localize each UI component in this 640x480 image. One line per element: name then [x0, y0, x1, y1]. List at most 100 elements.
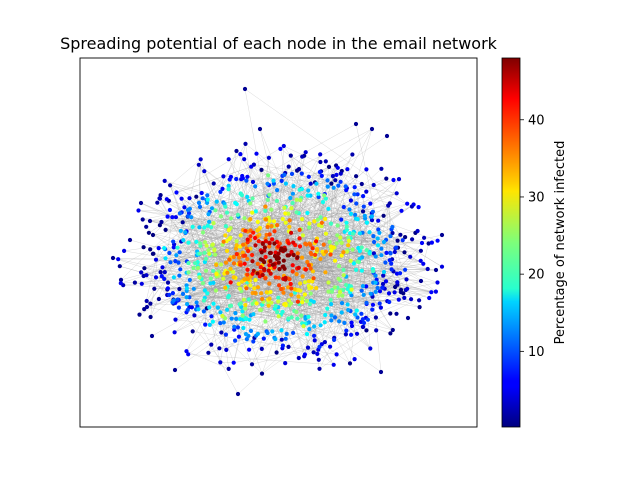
node	[392, 290, 397, 295]
node	[251, 230, 256, 235]
node	[258, 257, 263, 262]
node	[334, 352, 339, 357]
node	[307, 301, 312, 307]
node	[394, 245, 399, 250]
node	[365, 317, 370, 322]
node	[280, 216, 285, 222]
node	[258, 265, 263, 270]
node	[218, 310, 223, 315]
node	[350, 247, 355, 252]
node	[267, 218, 272, 224]
node	[237, 255, 242, 260]
node	[317, 344, 322, 349]
edge	[365, 299, 412, 318]
node	[198, 251, 203, 256]
edge	[248, 335, 263, 374]
node	[144, 273, 149, 278]
node	[218, 214, 223, 219]
node	[174, 190, 179, 195]
node	[398, 287, 404, 292]
edge	[248, 157, 270, 336]
node	[201, 298, 206, 303]
node	[359, 288, 364, 293]
node	[234, 176, 239, 182]
node	[275, 188, 280, 193]
node	[116, 257, 121, 262]
edge	[310, 252, 430, 299]
edge	[267, 218, 341, 291]
node	[254, 301, 259, 306]
node	[148, 314, 153, 320]
node	[202, 169, 207, 174]
node	[242, 157, 247, 162]
node	[307, 225, 312, 230]
node	[248, 234, 253, 239]
node	[157, 223, 162, 228]
node	[235, 391, 241, 397]
node	[152, 286, 157, 291]
edge	[296, 190, 309, 213]
node	[266, 268, 271, 273]
node	[117, 264, 122, 269]
node	[348, 211, 354, 216]
node	[375, 236, 380, 241]
node	[361, 320, 367, 325]
node	[268, 259, 273, 264]
node	[167, 207, 172, 213]
node	[257, 307, 263, 312]
node	[265, 197, 270, 202]
node	[174, 253, 179, 258]
node	[251, 312, 256, 317]
node	[323, 312, 328, 318]
node	[162, 270, 167, 275]
node	[410, 237, 415, 242]
node	[364, 167, 369, 172]
node	[341, 273, 346, 278]
node	[316, 191, 321, 196]
node	[345, 286, 350, 292]
node	[283, 361, 288, 366]
node	[197, 225, 202, 230]
node	[163, 256, 168, 261]
edge	[246, 173, 341, 181]
node	[429, 290, 434, 295]
edge	[338, 283, 378, 322]
node	[250, 179, 256, 184]
node	[408, 254, 413, 259]
node	[388, 331, 393, 336]
node	[209, 225, 214, 230]
edge	[189, 208, 226, 319]
node	[338, 235, 343, 240]
node	[236, 281, 241, 286]
node	[175, 245, 180, 250]
node	[329, 181, 334, 186]
node	[251, 268, 256, 273]
node	[295, 299, 300, 304]
node	[221, 174, 226, 179]
edge	[272, 229, 392, 332]
node	[387, 258, 392, 263]
edge	[146, 288, 155, 302]
node	[279, 328, 284, 333]
edge	[321, 186, 346, 345]
colorbar-ticks: 10 20 30 40	[520, 113, 545, 360]
node	[373, 280, 378, 285]
node	[306, 279, 311, 284]
node	[359, 245, 364, 250]
node	[335, 233, 340, 238]
node	[379, 246, 384, 251]
edge	[176, 166, 252, 193]
node	[329, 313, 334, 318]
node	[262, 267, 267, 272]
node	[315, 247, 320, 253]
node	[274, 198, 279, 203]
node	[206, 248, 211, 253]
node	[204, 243, 209, 248]
node	[276, 299, 281, 304]
node	[330, 174, 335, 179]
node	[360, 317, 365, 322]
edge	[149, 220, 298, 254]
node	[156, 296, 161, 302]
node	[200, 196, 205, 201]
node	[294, 272, 299, 277]
